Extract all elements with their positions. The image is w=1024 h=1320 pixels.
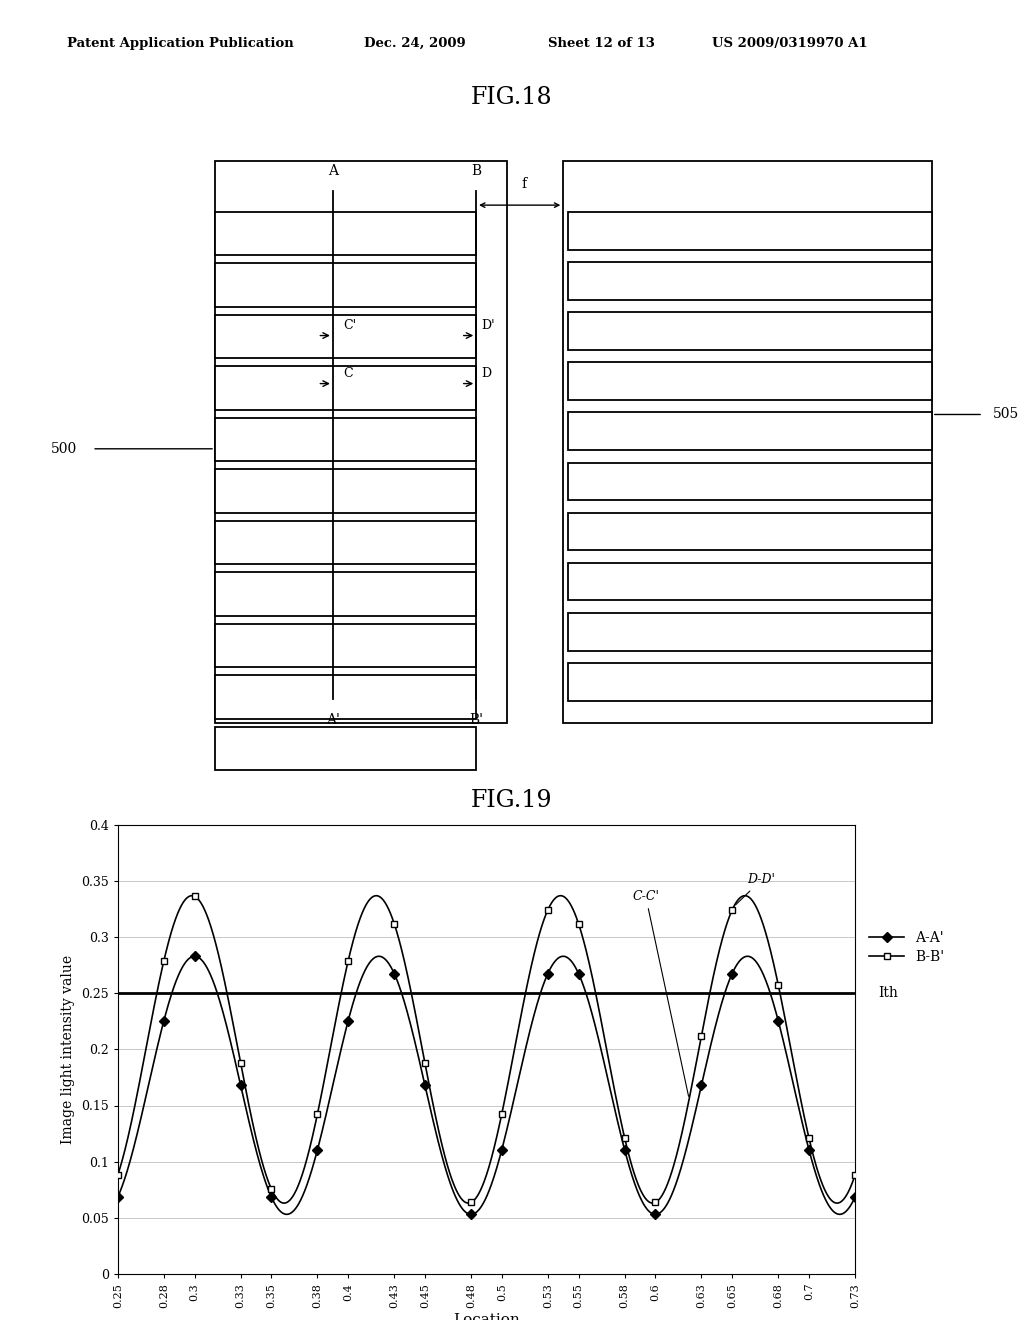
Text: f: f (521, 177, 527, 191)
Bar (568, 362, 932, 400)
Bar (568, 612, 932, 651)
Text: US 2009/0319970 A1: US 2009/0319970 A1 (712, 37, 867, 50)
Bar (215, 315, 476, 358)
Text: B: B (471, 164, 481, 178)
Bar (215, 418, 476, 461)
Bar (568, 213, 932, 249)
Text: 505: 505 (993, 408, 1020, 421)
Bar (568, 462, 932, 500)
Bar (215, 521, 476, 564)
Text: Sheet 12 of 13: Sheet 12 of 13 (548, 37, 654, 50)
Bar (568, 313, 932, 350)
Text: FIG.19: FIG.19 (471, 789, 553, 812)
Bar (215, 367, 476, 409)
Text: FIG.18: FIG.18 (471, 86, 553, 108)
Bar (215, 161, 507, 723)
Bar (568, 412, 932, 450)
Bar (215, 727, 476, 770)
Text: Dec. 24, 2009: Dec. 24, 2009 (364, 37, 465, 50)
Bar (563, 161, 932, 723)
Text: D-D': D-D' (735, 874, 775, 904)
Text: Ith: Ith (878, 986, 898, 1001)
Text: B': B' (469, 713, 483, 727)
Text: Patent Application Publication: Patent Application Publication (67, 37, 293, 50)
Text: D': D' (481, 319, 495, 333)
Bar (568, 263, 932, 300)
Bar (568, 663, 932, 701)
X-axis label: Location: Location (453, 1313, 520, 1320)
Y-axis label: Image light intensity value: Image light intensity value (61, 954, 76, 1144)
Bar (568, 562, 932, 601)
Text: A': A' (326, 713, 340, 727)
Text: C-C': C-C' (632, 890, 688, 1097)
Text: 500: 500 (51, 442, 78, 455)
Bar (215, 470, 476, 512)
Legend: A-A', B-B': A-A', B-B' (869, 931, 944, 964)
Text: A: A (328, 164, 338, 178)
Text: D: D (481, 367, 492, 380)
Text: C': C' (343, 319, 356, 333)
Bar (215, 213, 476, 255)
Bar (215, 676, 476, 718)
Text: C: C (343, 367, 352, 380)
Bar (215, 264, 476, 306)
Bar (568, 512, 932, 550)
Bar (215, 624, 476, 667)
Bar (215, 573, 476, 615)
